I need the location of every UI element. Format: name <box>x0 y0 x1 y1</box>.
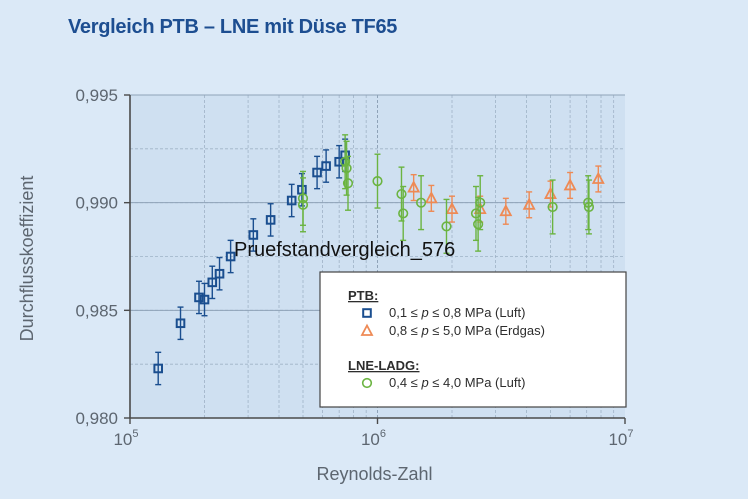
data-point <box>475 197 486 208</box>
data-point <box>372 176 383 187</box>
chart-title: Vergleich PTB – LNE mit Düse TF65 <box>68 16 398 38</box>
data-point <box>286 195 297 206</box>
data-point <box>214 268 225 279</box>
data-point <box>398 208 409 219</box>
data-point <box>297 193 309 204</box>
watermark-text: Pruefstandvergleich_576 <box>234 239 455 261</box>
legend-heading: LNE-LADG: <box>348 358 420 373</box>
x-tick-label: 105 <box>113 428 138 449</box>
data-point <box>341 163 352 174</box>
data-point <box>441 221 452 232</box>
legend-entry: 0,1 ≤ p ≤ 0,8 MPa (Luft) <box>389 305 525 320</box>
data-point <box>175 318 186 329</box>
legend-marker <box>360 323 374 336</box>
y-tick-label: 0,985 <box>75 301 118 320</box>
legend-heading: PTB: <box>348 288 378 303</box>
data-point <box>424 190 438 204</box>
data-point <box>334 156 344 167</box>
data-point <box>415 197 427 208</box>
data-point <box>312 167 322 178</box>
x-tick-label: 107 <box>608 428 633 449</box>
data-point <box>248 230 259 240</box>
data-point <box>153 363 164 374</box>
y-tick-label: 0,990 <box>75 194 118 213</box>
legend-entry: 0,8 ≤ p ≤ 5,0 MPa (Erdgas) <box>389 323 545 338</box>
data-point <box>396 188 407 200</box>
data-point <box>194 292 204 303</box>
data-point <box>407 180 421 193</box>
y-tick-label: 0,995 <box>75 86 118 105</box>
x-axis-title: Reynolds-Zahl <box>316 464 432 484</box>
data-point <box>342 178 354 189</box>
y-axis-title: Durchflusskoeffizient <box>17 176 37 342</box>
legend-entry: 0,4 ≤ p ≤ 4,0 MPa (Luft) <box>389 375 525 390</box>
y-tick-label: 0,980 <box>75 409 118 428</box>
data-point <box>547 201 558 213</box>
data-point <box>591 171 605 184</box>
data-point <box>199 294 210 305</box>
data-point <box>445 201 459 215</box>
data-point <box>499 203 513 217</box>
legend-marker <box>361 377 373 389</box>
data-point <box>522 197 536 210</box>
data-point <box>265 215 276 225</box>
data-point <box>207 277 218 288</box>
legend-marker <box>362 308 372 318</box>
data-point <box>473 219 484 230</box>
data-point <box>563 178 577 191</box>
data-point <box>583 197 594 208</box>
data-point <box>340 156 351 167</box>
x-tick-label: 106 <box>361 428 386 449</box>
data-point <box>583 201 595 213</box>
data-point <box>225 251 236 262</box>
data-point <box>321 161 331 171</box>
